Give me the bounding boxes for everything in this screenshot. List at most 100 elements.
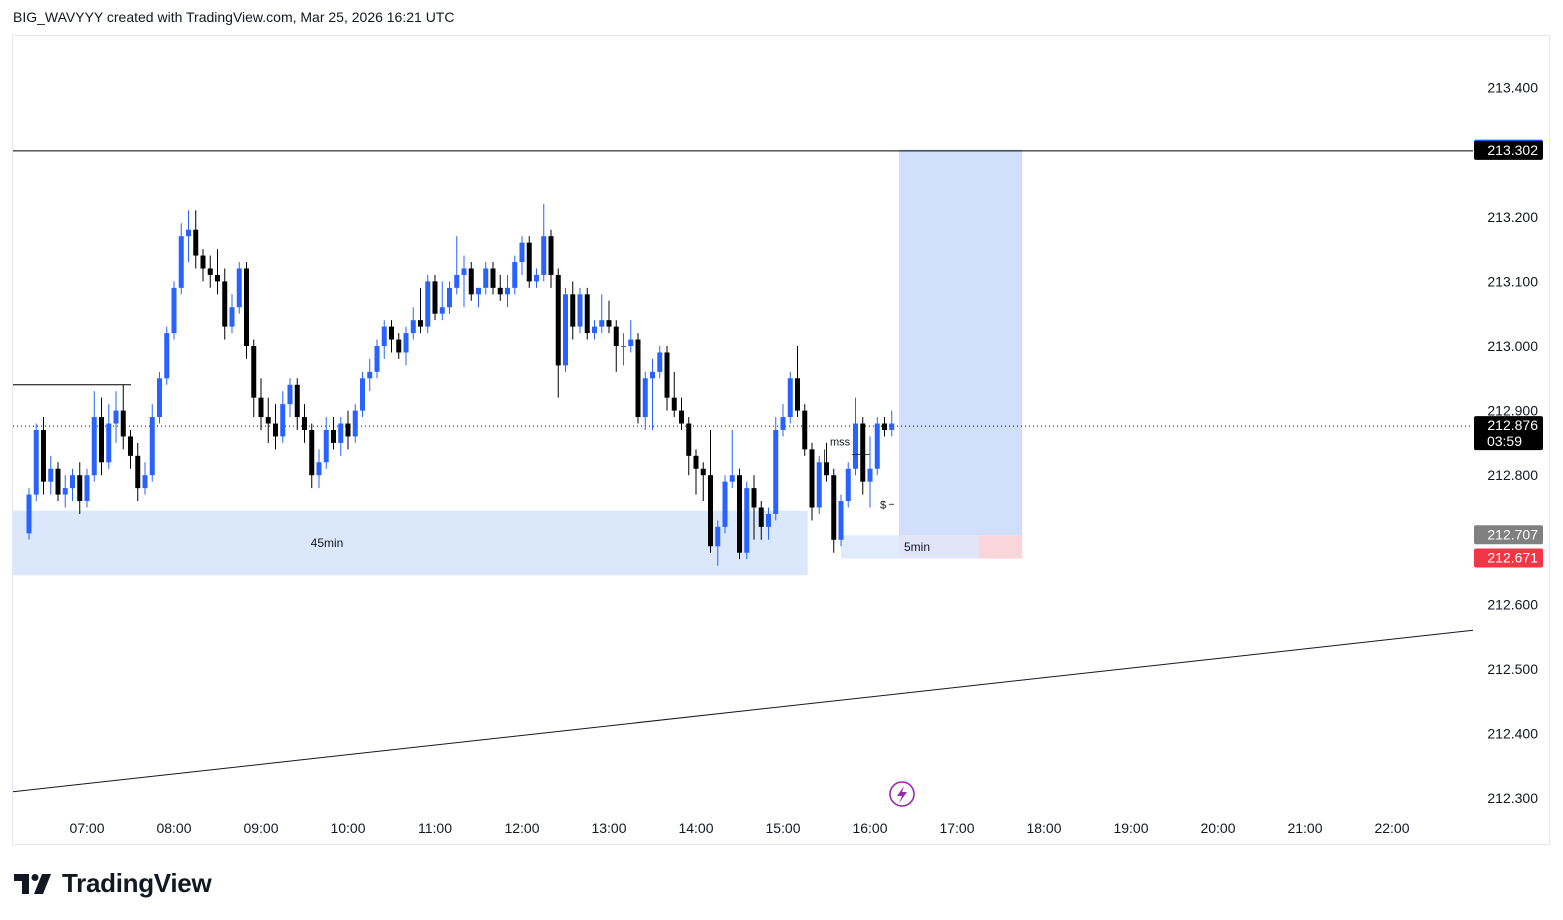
candle[interactable] (824, 442, 829, 482)
candle[interactable] (352, 404, 358, 443)
candle[interactable] (164, 326, 170, 385)
candle[interactable] (563, 287, 568, 372)
candle[interactable] (439, 281, 445, 321)
candle[interactable] (178, 223, 184, 295)
candle[interactable] (526, 236, 532, 288)
candle[interactable] (287, 378, 293, 418)
candle[interactable] (222, 268, 228, 340)
candle[interactable] (84, 468, 90, 508)
candle[interactable] (802, 404, 808, 456)
candle[interactable] (323, 417, 329, 469)
candle[interactable] (635, 333, 641, 424)
candle[interactable] (751, 475, 757, 540)
candle[interactable] (722, 475, 728, 534)
candle[interactable] (700, 462, 706, 502)
candle[interactable] (273, 404, 278, 450)
candle[interactable] (497, 274, 503, 301)
candle[interactable] (809, 442, 815, 521)
candle[interactable] (657, 346, 663, 379)
candle[interactable] (650, 358, 655, 430)
candle[interactable] (338, 417, 344, 456)
candle[interactable] (229, 294, 235, 334)
candle[interactable] (548, 229, 554, 288)
candle[interactable] (592, 320, 597, 340)
candle[interactable] (280, 391, 286, 443)
candle[interactable] (795, 346, 800, 418)
candle[interactable] (715, 520, 721, 566)
candle[interactable] (128, 429, 133, 469)
candle[interactable] (48, 455, 54, 495)
candle[interactable] (729, 429, 735, 489)
candle[interactable] (142, 462, 148, 495)
candle[interactable] (468, 262, 474, 301)
candle[interactable] (874, 417, 880, 476)
candle[interactable] (519, 236, 525, 275)
candle[interactable] (758, 501, 764, 540)
candle[interactable] (207, 255, 213, 288)
candle[interactable] (425, 274, 431, 334)
candle[interactable] (534, 268, 539, 288)
candle[interactable] (642, 371, 648, 430)
zone-5min[interactable] (841, 535, 979, 559)
candle[interactable] (193, 210, 199, 269)
candle[interactable] (461, 255, 467, 308)
candle[interactable] (693, 449, 699, 495)
candle[interactable] (816, 455, 822, 514)
candle[interactable] (403, 326, 409, 366)
candle[interactable] (577, 287, 583, 334)
candle[interactable] (555, 268, 561, 398)
candle[interactable] (236, 262, 242, 314)
tradingview-logo[interactable]: TradingView (14, 868, 212, 899)
candle[interactable] (671, 371, 677, 418)
candle[interactable] (41, 417, 46, 495)
candle[interactable] (505, 274, 510, 308)
candle[interactable] (628, 320, 634, 353)
candle[interactable] (787, 371, 793, 424)
candle[interactable] (251, 339, 257, 418)
candle[interactable] (106, 404, 112, 469)
candle[interactable] (454, 236, 460, 295)
candle[interactable] (780, 404, 786, 437)
candle[interactable] (447, 281, 452, 314)
candle[interactable] (215, 249, 220, 295)
candle[interactable] (512, 255, 518, 295)
candle[interactable] (483, 262, 489, 295)
candle[interactable] (157, 371, 162, 424)
candle[interactable] (838, 494, 844, 547)
trendline[interactable] (12, 629, 1474, 793)
candle[interactable] (331, 417, 336, 450)
candle[interactable] (62, 475, 68, 508)
candle[interactable] (744, 481, 750, 560)
candle[interactable] (91, 391, 97, 482)
candle[interactable] (889, 410, 895, 437)
candle[interactable] (244, 262, 249, 359)
candle[interactable] (845, 462, 851, 508)
candle[interactable] (860, 417, 866, 495)
candle[interactable] (766, 507, 771, 540)
candle[interactable] (541, 203, 547, 282)
candle[interactable] (570, 281, 576, 340)
candle[interactable] (831, 468, 837, 553)
candle[interactable] (432, 274, 438, 321)
candle[interactable] (737, 468, 742, 560)
candle[interactable] (613, 320, 619, 372)
candle[interactable] (606, 300, 612, 334)
candle[interactable] (773, 417, 779, 521)
candle[interactable] (345, 410, 351, 450)
target-zone[interactable] (899, 149, 1023, 536)
candle[interactable] (418, 287, 423, 334)
candle[interactable] (708, 429, 713, 553)
candle[interactable] (360, 371, 365, 418)
candle[interactable] (374, 339, 380, 379)
candle[interactable] (26, 488, 32, 540)
candle[interactable] (410, 307, 416, 340)
candle[interactable] (309, 423, 315, 489)
candle[interactable] (367, 358, 373, 392)
candle[interactable] (584, 287, 590, 340)
candle[interactable] (389, 320, 394, 353)
candle[interactable] (113, 391, 119, 443)
candle[interactable] (200, 249, 206, 282)
candle[interactable] (77, 462, 83, 514)
lightning-icon[interactable] (889, 781, 915, 807)
